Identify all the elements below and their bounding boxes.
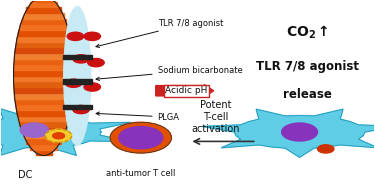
Text: DC: DC xyxy=(18,170,32,180)
FancyBboxPatch shape xyxy=(14,81,74,87)
FancyBboxPatch shape xyxy=(14,59,73,64)
Circle shape xyxy=(88,58,104,67)
FancyBboxPatch shape xyxy=(13,70,74,76)
Circle shape xyxy=(45,129,72,142)
Circle shape xyxy=(84,83,100,91)
Text: TLR 7/8 agonist: TLR 7/8 agonist xyxy=(255,60,358,73)
Text: Potent
T-cell
activation: Potent T-cell activation xyxy=(191,100,240,134)
FancyBboxPatch shape xyxy=(18,116,69,121)
Text: TLR 7/8 agonist: TLR 7/8 agonist xyxy=(96,19,223,47)
FancyBboxPatch shape xyxy=(18,30,69,36)
Circle shape xyxy=(20,123,48,137)
FancyBboxPatch shape xyxy=(16,42,71,47)
FancyBboxPatch shape xyxy=(15,93,73,98)
FancyBboxPatch shape xyxy=(16,104,71,110)
FancyBboxPatch shape xyxy=(36,150,52,156)
FancyBboxPatch shape xyxy=(20,121,68,127)
Text: Acidic pH: Acidic pH xyxy=(165,86,208,95)
FancyBboxPatch shape xyxy=(15,98,72,104)
FancyBboxPatch shape xyxy=(15,53,73,59)
FancyBboxPatch shape xyxy=(27,7,61,13)
FancyBboxPatch shape xyxy=(30,144,57,150)
FancyBboxPatch shape xyxy=(15,47,72,53)
Circle shape xyxy=(318,145,334,153)
FancyBboxPatch shape xyxy=(24,13,64,19)
Bar xyxy=(63,55,92,59)
Circle shape xyxy=(84,32,100,40)
FancyBboxPatch shape xyxy=(21,127,66,133)
FancyArrow shape xyxy=(156,85,214,97)
FancyBboxPatch shape xyxy=(36,0,52,2)
FancyBboxPatch shape xyxy=(21,19,66,25)
Text: Sodium bicarbonate: Sodium bicarbonate xyxy=(96,66,242,81)
Bar xyxy=(63,80,92,84)
Ellipse shape xyxy=(13,0,74,156)
Circle shape xyxy=(53,133,64,139)
Text: $\mathbf{CO_2}$$\mathbf{\uparrow}$: $\mathbf{CO_2}$$\mathbf{\uparrow}$ xyxy=(286,24,328,41)
Polygon shape xyxy=(0,109,130,155)
Circle shape xyxy=(73,55,89,63)
FancyBboxPatch shape xyxy=(14,64,74,70)
FancyBboxPatch shape xyxy=(14,87,73,93)
Circle shape xyxy=(73,105,89,114)
FancyBboxPatch shape xyxy=(24,133,64,138)
FancyBboxPatch shape xyxy=(30,2,57,7)
FancyBboxPatch shape xyxy=(17,36,70,42)
FancyBboxPatch shape xyxy=(13,76,74,81)
FancyBboxPatch shape xyxy=(27,138,61,144)
FancyBboxPatch shape xyxy=(20,25,68,30)
Circle shape xyxy=(119,127,163,149)
Bar xyxy=(63,105,92,109)
Circle shape xyxy=(65,79,82,87)
Circle shape xyxy=(67,32,84,40)
Polygon shape xyxy=(202,109,375,157)
FancyBboxPatch shape xyxy=(17,110,70,116)
Circle shape xyxy=(110,122,171,153)
Text: release: release xyxy=(283,88,332,101)
Ellipse shape xyxy=(64,6,91,145)
Text: anti-tumor T cell: anti-tumor T cell xyxy=(106,169,176,178)
Circle shape xyxy=(282,123,318,141)
Text: PLGA: PLGA xyxy=(96,112,180,122)
